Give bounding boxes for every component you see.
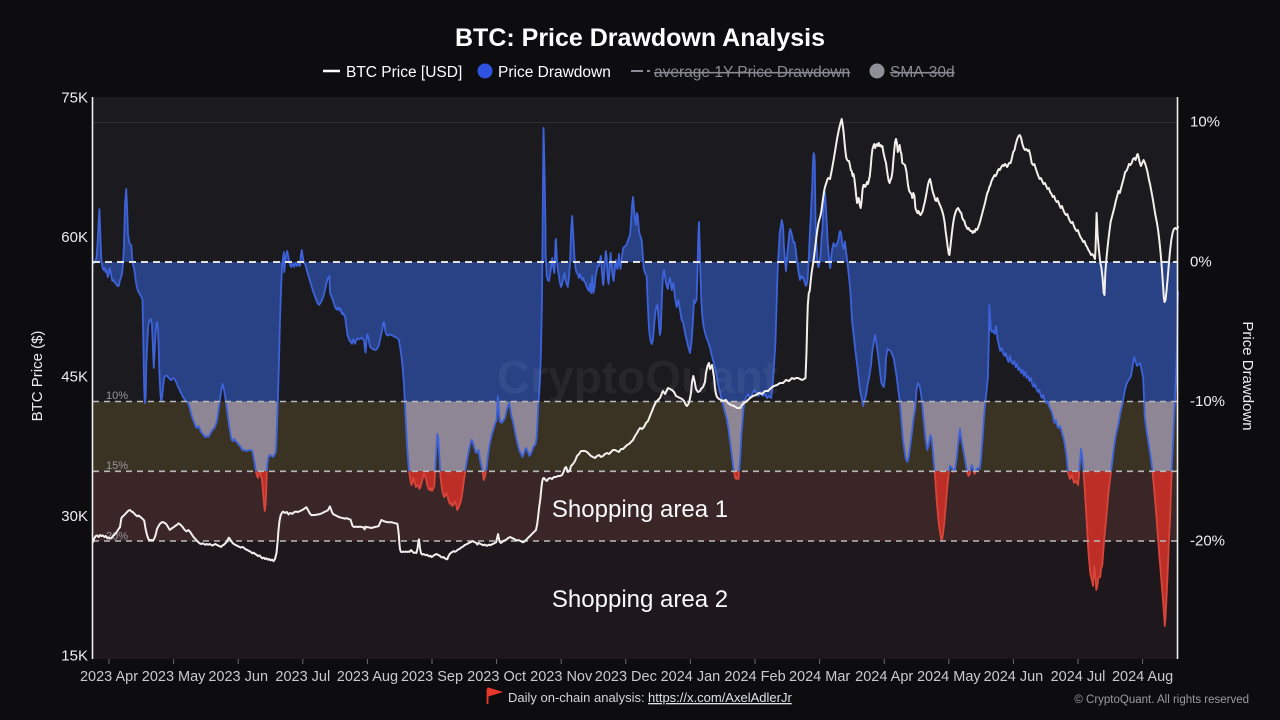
svg-text:2024 Apr: 2024 Apr: [855, 669, 913, 685]
svg-text:2024 Jan: 2024 Jan: [661, 669, 721, 685]
svg-text:Daily on-chain analysis:: Daily on-chain analysis:: [508, 690, 645, 705]
svg-text:-20%: -20%: [1190, 533, 1225, 550]
svg-text:2023 Aug: 2023 Aug: [337, 669, 398, 685]
svg-text:2023 Jun: 2023 Jun: [208, 669, 268, 685]
svg-text:2024 Jun: 2024 Jun: [984, 669, 1044, 685]
svg-text:0%: 0%: [1190, 254, 1212, 271]
svg-text:-10%: -10%: [1190, 393, 1225, 410]
svg-text:10%: 10%: [1190, 114, 1220, 131]
svg-text:2024 Aug: 2024 Aug: [1112, 669, 1173, 685]
svg-text:Price Drawdown: Price Drawdown: [1239, 321, 1256, 430]
svg-text:2024 Mar: 2024 Mar: [789, 669, 850, 685]
svg-text:2023 Oct: 2023 Oct: [467, 669, 526, 685]
svg-text:20%: 20%: [106, 531, 128, 543]
svg-text:15%: 15%: [106, 460, 128, 472]
svg-text:BTC Price [USD]: BTC Price [USD]: [346, 64, 462, 81]
svg-text:SMA-30d: SMA-30d: [890, 64, 955, 81]
svg-text:Shopping area 1: Shopping area 1: [552, 496, 728, 523]
svg-text:https://x.com/AxelAdlerJr: https://x.com/AxelAdlerJr: [648, 690, 792, 705]
svg-text:2024 Feb: 2024 Feb: [724, 669, 785, 685]
svg-text:average 1Y Price Drawdown: average 1Y Price Drawdown: [654, 64, 850, 81]
svg-text:2024 Jul: 2024 Jul: [1051, 669, 1106, 685]
svg-text:2023 Nov: 2023 Nov: [530, 669, 593, 685]
svg-text:45K: 45K: [61, 369, 88, 386]
svg-text:Price Drawdown: Price Drawdown: [498, 64, 611, 81]
svg-text:2023 Apr: 2023 Apr: [80, 669, 138, 685]
svg-text:2023 Jul: 2023 Jul: [275, 669, 330, 685]
svg-text:2023 May: 2023 May: [142, 669, 206, 685]
svg-text:75K: 75K: [61, 90, 88, 107]
svg-text:60K: 60K: [61, 229, 88, 246]
svg-text:BTC Price ($): BTC Price ($): [29, 331, 46, 422]
svg-text:15K: 15K: [61, 648, 88, 665]
svg-text:Shopping area 2: Shopping area 2: [552, 586, 728, 613]
svg-text:10%: 10%: [106, 390, 128, 402]
svg-text:© CryptoQuant. All rights rese: © CryptoQuant. All rights reserved: [1074, 694, 1249, 706]
svg-text:2023 Sep: 2023 Sep: [401, 669, 463, 685]
svg-text:2024 May: 2024 May: [917, 669, 981, 685]
svg-text:30K: 30K: [61, 508, 88, 525]
svg-text:BTC: Price Drawdown Analysis: BTC: Price Drawdown Analysis: [455, 24, 825, 52]
svg-text:CryptoQuant: CryptoQuant: [497, 351, 778, 403]
svg-text:2023 Dec: 2023 Dec: [595, 669, 657, 685]
